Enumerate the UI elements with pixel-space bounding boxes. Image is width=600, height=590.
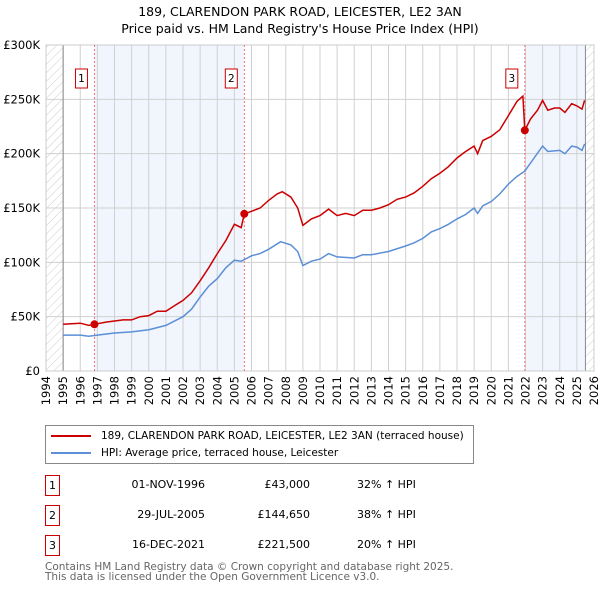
sale-label-box: [224, 68, 238, 89]
sale-row: 3 16-DEC-2021 £221,500 20% ↑ HPI: [45, 535, 465, 557]
y-tick-label: £0: [25, 364, 40, 378]
x-tick-label: 2002: [176, 376, 190, 405]
x-tick-label: 2014: [382, 376, 396, 405]
x-tick-label: 2016: [416, 376, 430, 405]
y-tick-label: £50K: [11, 310, 41, 324]
sale-number: 3: [45, 535, 60, 556]
hpi-line: [63, 143, 586, 337]
y-tick-label: £300K: [3, 38, 40, 52]
sale-hpi: 20% ↑ HPI: [357, 538, 416, 551]
sale-label-number: 2: [228, 73, 235, 85]
legend-swatch-blue: [51, 452, 91, 454]
x-tick-label: 2004: [210, 376, 224, 405]
x-tick-label: 1995: [56, 376, 70, 405]
price-line: [63, 94, 586, 327]
x-tick-label: 2011: [330, 376, 344, 405]
footer-licence: This data is licensed under the Open Gov…: [45, 571, 380, 583]
x-tick-label: 2009: [296, 376, 310, 405]
footer-copyright: Contains HM Land Registry data © Crown c…: [45, 561, 454, 573]
legend-label-hpi: HPI: Average price, terraced house, Leic…: [101, 447, 339, 459]
x-tick-label: 2008: [279, 376, 293, 405]
x-tick-label: 2019: [467, 376, 481, 405]
sale-label-number: 1: [78, 73, 85, 85]
sale-point: [90, 320, 99, 329]
x-tick-label: 2022: [519, 376, 533, 405]
sale-price: £221,500: [257, 538, 311, 551]
x-tick-label: 2018: [450, 376, 464, 405]
sale-price: £43,000: [264, 478, 311, 491]
sale-row: 1 01-NOV-1996 £43,000 32% ↑ HPI: [45, 475, 465, 497]
x-tick-label: 2021: [501, 376, 515, 405]
x-tick-label: 2025: [570, 376, 584, 405]
sale-price: £144,650: [257, 508, 311, 521]
plot-area: 1994 1995 1996 1997 1998 1999 2000 2001 2002 2003…: [3, 38, 600, 405]
sale-label-box: [505, 68, 519, 89]
x-tick-label: 2006: [245, 376, 259, 405]
x-tick-label: 2005: [227, 376, 241, 405]
sale-point: [240, 209, 249, 218]
legend-label-property: 189, CLARENDON PARK ROAD, LEICESTER, LE2…: [101, 430, 464, 442]
chart-subtitle: Price paid vs. HM Land Registry's House …: [121, 21, 479, 36]
chart-title: 189, CLARENDON PARK ROAD, LEICESTER, LE2…: [138, 4, 462, 19]
x-tick-label: 2001: [159, 376, 173, 405]
sale-number: 2: [45, 505, 60, 526]
x-tick-label: 2003: [193, 376, 207, 405]
x-tick-label: 2010: [313, 376, 327, 405]
x-tick-label: 2012: [347, 376, 361, 405]
x-tick-label: 2023: [536, 376, 550, 405]
x-tick-label: 2024: [553, 376, 567, 405]
y-tick-label: £150K: [3, 201, 40, 215]
sale-point: [520, 126, 529, 135]
x-tick-label: 2015: [399, 376, 413, 405]
legend: 189, CLARENDON PARK ROAD, LEICESTER, LE2…: [45, 425, 474, 464]
sale-number: 1: [45, 475, 60, 496]
x-tick-label: 1997: [90, 376, 104, 405]
sale-row: 2 29-JUL-2005 £144,650 38% ↑ HPI: [45, 505, 465, 527]
x-tick-label: 2026: [587, 376, 600, 405]
plot-frame: [45, 44, 595, 372]
sale-hpi: 38% ↑ HPI: [357, 508, 416, 521]
x-tick-label: 2017: [433, 376, 447, 405]
x-tick-label: 2020: [484, 376, 498, 405]
sale-date: 01-NOV-1996: [131, 478, 205, 491]
x-tick-label: 2007: [262, 376, 276, 405]
sale-label-number: 3: [508, 73, 515, 85]
y-tick-label: £100K: [3, 255, 40, 269]
legend-swatch-red: [51, 435, 91, 437]
x-tick-label: 1998: [108, 376, 122, 405]
x-tick-label: 1994: [39, 376, 53, 405]
sale-hpi: 32% ↑ HPI: [357, 478, 416, 491]
sale-date: 29-JUL-2005: [137, 508, 205, 521]
y-tick-label: £200K: [3, 147, 40, 161]
sale-label-box: [74, 68, 88, 89]
x-tick-label: 1996: [73, 376, 87, 405]
x-tick-label: 1999: [125, 376, 139, 405]
y-tick-label: £250K: [3, 92, 40, 106]
sale-date: 16-DEC-2021: [131, 538, 205, 551]
x-tick-label: 2013: [364, 376, 378, 405]
x-tick-label: 2000: [142, 376, 156, 405]
